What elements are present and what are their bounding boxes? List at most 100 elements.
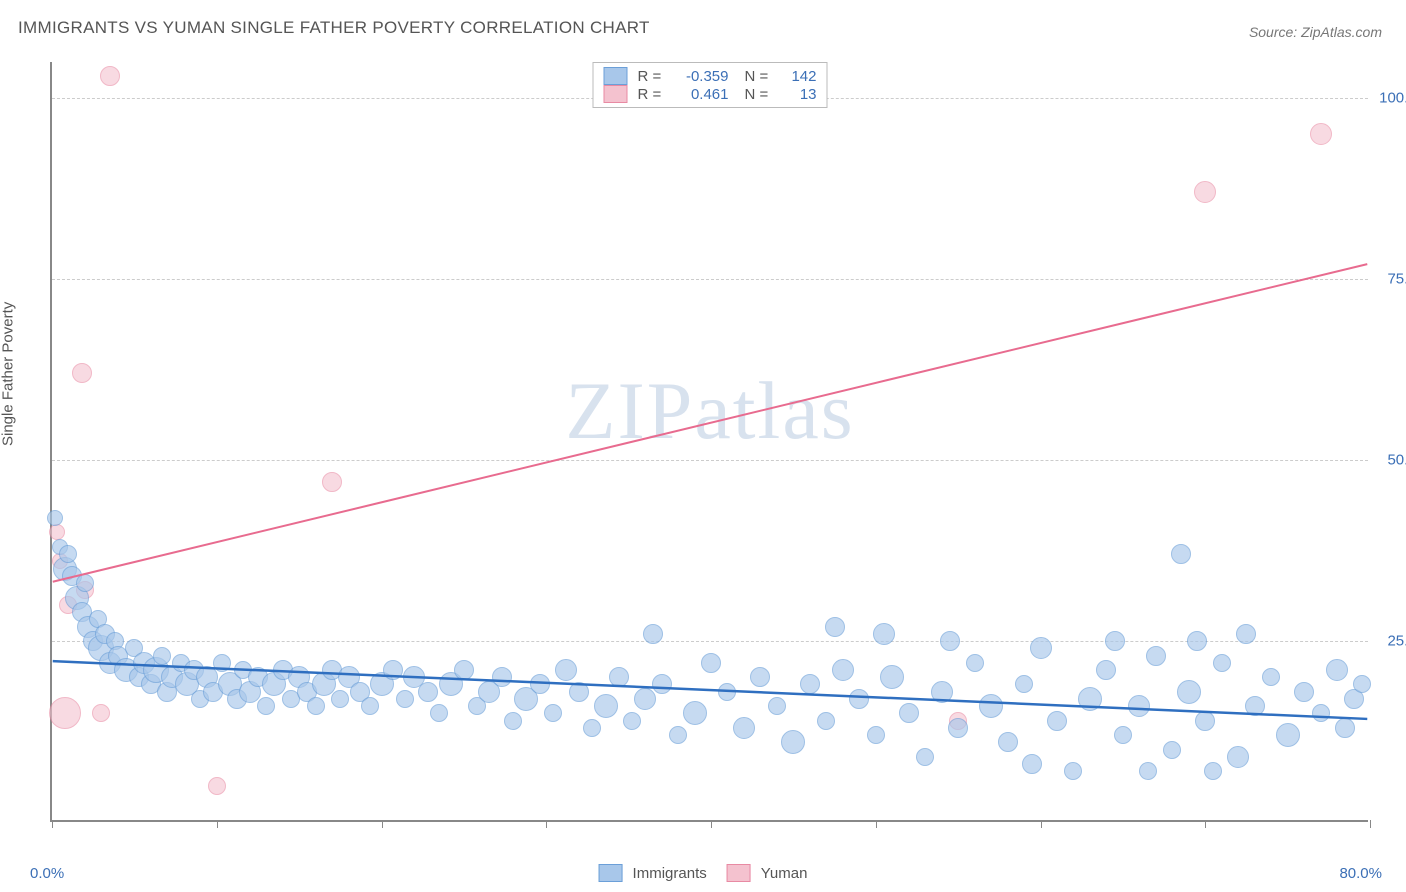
data-point-immigrants — [555, 659, 577, 681]
data-point-immigrants — [331, 690, 349, 708]
x-tick — [1370, 820, 1371, 828]
data-point-yuman — [92, 704, 110, 722]
data-point-immigrants — [880, 665, 904, 689]
data-point-immigrants — [1078, 687, 1102, 711]
y-tick-label: 75.0% — [1387, 271, 1406, 288]
data-point-immigrants — [940, 631, 960, 651]
legend-stats-row: R = 0.461 N = 13 — [604, 85, 817, 103]
data-point-yuman — [49, 524, 65, 540]
x-tick — [217, 820, 218, 828]
data-point-immigrants — [76, 574, 94, 592]
data-point-immigrants — [1294, 682, 1314, 702]
data-point-immigrants — [998, 732, 1018, 752]
data-point-immigrants — [1227, 746, 1249, 768]
data-point-immigrants — [1262, 668, 1280, 686]
data-point-immigrants — [873, 623, 895, 645]
data-point-immigrants — [1064, 762, 1082, 780]
legend-series-label: Immigrants — [633, 865, 707, 882]
legend-swatch — [727, 864, 751, 882]
legend-series-item: Immigrants — [599, 864, 707, 882]
data-point-immigrants — [948, 718, 968, 738]
data-point-immigrants — [583, 719, 601, 737]
data-point-immigrants — [1128, 695, 1150, 717]
data-point-immigrants — [492, 667, 512, 687]
data-point-immigrants — [1213, 654, 1231, 672]
data-point-immigrants — [454, 660, 474, 680]
legend-r-value: 0.461 — [674, 86, 729, 103]
y-axis-title: Single Father Poverty — [0, 302, 17, 446]
data-point-immigrants — [1353, 675, 1371, 693]
legend-swatch — [599, 864, 623, 882]
data-point-immigrants — [594, 694, 618, 718]
legend-n-label: N = — [745, 68, 775, 85]
data-point-immigrants — [1335, 718, 1355, 738]
legend-stats-row: R =-0.359N =142 — [604, 67, 817, 85]
data-point-immigrants — [1195, 711, 1215, 731]
x-axis-max-label: 80.0% — [1339, 865, 1382, 882]
data-point-immigrants — [750, 667, 770, 687]
x-tick — [546, 820, 547, 828]
data-point-immigrants — [832, 659, 854, 681]
data-point-immigrants — [383, 660, 403, 680]
data-point-immigrants — [733, 717, 755, 739]
legend-n-label: N = — [745, 86, 775, 103]
data-point-immigrants — [1245, 696, 1265, 716]
y-tick-label: 25.0% — [1387, 633, 1406, 650]
data-point-yuman — [1310, 123, 1332, 145]
x-tick — [52, 820, 53, 828]
data-point-yuman — [72, 363, 92, 383]
data-point-immigrants — [652, 674, 672, 694]
data-point-immigrants — [1312, 704, 1330, 722]
data-point-immigrants — [609, 667, 629, 687]
legend-r-value: -0.359 — [674, 68, 729, 85]
data-point-immigrants — [544, 704, 562, 722]
data-point-immigrants — [1177, 680, 1201, 704]
data-point-yuman — [49, 697, 81, 729]
x-tick — [876, 820, 877, 828]
data-point-immigrants — [504, 712, 522, 730]
data-point-immigrants — [430, 704, 448, 722]
data-point-immigrants — [1114, 726, 1132, 744]
x-tick — [711, 820, 712, 828]
source-attribution: Source: ZipAtlas.com — [1249, 24, 1382, 40]
data-point-immigrants — [718, 683, 736, 701]
data-point-yuman — [100, 66, 120, 86]
data-point-immigrants — [701, 653, 721, 673]
x-tick — [1041, 820, 1042, 828]
y-tick-label: 50.0% — [1387, 452, 1406, 469]
legend-series-item: Yuman — [727, 864, 808, 882]
legend-n-value: 13 — [781, 86, 817, 103]
data-point-immigrants — [153, 647, 171, 665]
data-point-immigrants — [1015, 675, 1033, 693]
data-point-immigrants — [669, 726, 687, 744]
data-point-immigrants — [418, 682, 438, 702]
y-tick-label: 100.0% — [1379, 90, 1406, 107]
data-point-immigrants — [931, 681, 953, 703]
data-point-yuman — [322, 472, 342, 492]
data-point-immigrants — [396, 690, 414, 708]
data-point-immigrants — [1022, 754, 1042, 774]
data-point-yuman — [1194, 181, 1216, 203]
data-point-immigrants — [966, 654, 984, 672]
data-point-immigrants — [361, 697, 379, 715]
data-point-immigrants — [1096, 660, 1116, 680]
data-point-immigrants — [979, 694, 1003, 718]
data-point-immigrants — [257, 697, 275, 715]
data-point-immigrants — [213, 654, 231, 672]
data-point-immigrants — [1030, 637, 1052, 659]
data-point-immigrants — [1105, 631, 1125, 651]
plot-area: ZIPatlas 25.0%50.0%75.0%100.0% R =-0.359… — [50, 62, 1368, 822]
data-point-immigrants — [916, 748, 934, 766]
data-point-immigrants — [683, 701, 707, 725]
data-point-immigrants — [768, 697, 786, 715]
data-point-immigrants — [623, 712, 641, 730]
legend-series: Immigrants Yuman — [599, 864, 808, 882]
data-point-immigrants — [307, 697, 325, 715]
legend-swatch — [604, 85, 628, 103]
data-point-immigrants — [1276, 723, 1300, 747]
data-point-immigrants — [849, 689, 869, 709]
legend-r-label: R = — [638, 86, 668, 103]
x-axis-min-label: 0.0% — [30, 865, 64, 882]
x-tick — [382, 820, 383, 828]
data-point-immigrants — [634, 688, 656, 710]
